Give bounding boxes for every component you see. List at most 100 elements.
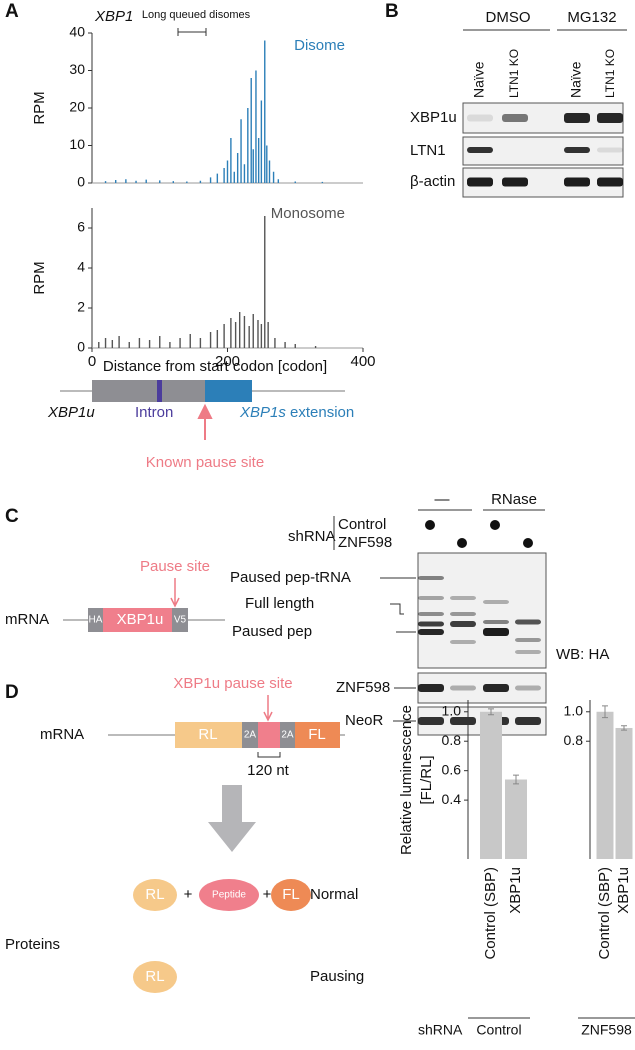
rl-box (175, 722, 242, 748)
band (418, 684, 444, 692)
spike (145, 179, 147, 183)
blot-frame (462, 102, 624, 134)
spike (209, 332, 212, 348)
spike (243, 164, 246, 183)
y-tick-label: 20 (69, 99, 85, 115)
panel-label: D (5, 682, 19, 703)
spike (294, 181, 296, 183)
spike (199, 338, 202, 348)
schematic-gene: XBP1u (47, 404, 95, 421)
bar (505, 779, 527, 859)
spike (159, 336, 161, 348)
band (502, 114, 528, 122)
lane-label: LTN1 KO (507, 49, 521, 98)
band (450, 612, 476, 616)
spike (255, 70, 257, 183)
band-label: Full length (245, 595, 314, 612)
y-tick-label: 0.8 (564, 732, 584, 748)
band (450, 640, 476, 644)
spike (226, 160, 229, 183)
fl-box (295, 722, 340, 748)
shrna-label: shRNA (418, 1022, 463, 1038)
spike (267, 322, 269, 348)
spike (230, 318, 232, 348)
y-tick-label: 0 (77, 339, 85, 355)
blot-c (417, 552, 547, 736)
spike (260, 100, 263, 183)
2a-box (280, 722, 295, 748)
extension (205, 380, 252, 402)
lane-label: LTN1 KO (603, 49, 617, 98)
y-tick-label: 10 (69, 136, 85, 152)
pause-label: Pause site (140, 558, 210, 575)
bracket-label: Long queued disomes (142, 9, 251, 21)
band (564, 113, 590, 123)
spike (98, 342, 100, 348)
band (467, 147, 493, 153)
pause-arrow (197, 403, 213, 440)
spike (264, 216, 266, 348)
spacing-label: 120 nt (247, 762, 290, 779)
protein-label: RL (145, 886, 164, 903)
band (515, 685, 541, 691)
y-axis-label: [FL/RL] (418, 755, 435, 804)
x-axis-label: Distance from start codon [codon] (103, 358, 327, 375)
spike (230, 138, 232, 183)
spike (111, 340, 114, 348)
plus: + (263, 886, 272, 903)
protein (133, 961, 177, 993)
y-tick-label: 6 (77, 219, 85, 235)
band (515, 638, 541, 642)
spike (104, 338, 107, 348)
spike (172, 181, 174, 183)
spike (104, 181, 107, 183)
error-bar (621, 725, 627, 731)
row-label: β-actin (410, 173, 455, 190)
spike (148, 340, 151, 348)
gene-name: XBP1 (94, 8, 133, 25)
proteins-label: Proteins (5, 936, 60, 953)
error-bar (513, 774, 519, 785)
pause-arrow (263, 695, 273, 722)
spike (209, 177, 212, 183)
intron-label: Intron (135, 404, 173, 421)
tag-label: HA (89, 615, 103, 626)
y-tick-label: 0.8 (442, 732, 462, 748)
shrna: Control (338, 516, 386, 533)
y-tick-label: 1.0 (564, 702, 584, 718)
band (450, 717, 476, 725)
bar (596, 711, 614, 859)
band (450, 685, 476, 691)
orf-label: XBP1u (117, 611, 164, 628)
x-tick-label: 200 (215, 353, 240, 370)
segment-label: 2A (244, 730, 257, 741)
spike (314, 346, 317, 348)
spike (272, 171, 275, 183)
spike (159, 180, 161, 183)
spike (252, 314, 254, 348)
band (502, 177, 528, 187)
wb-label: WB: HA (556, 646, 609, 663)
spike (179, 338, 181, 348)
lane-dot (523, 538, 533, 548)
spike (233, 171, 235, 183)
band (597, 113, 623, 123)
tag-label: V5 (174, 615, 187, 626)
x-tick-label: XBP1u (615, 867, 632, 914)
x-tick-label: 400 (350, 353, 375, 370)
band (450, 596, 476, 600)
band (515, 619, 541, 625)
condition: DMSO (486, 9, 531, 26)
spike (115, 180, 117, 183)
band (418, 612, 444, 616)
y-axis-label: RPM (31, 91, 48, 124)
y-tick-label: 0.4 (442, 791, 462, 807)
y-tick-label: 40 (69, 24, 85, 40)
panel-label: A (5, 1, 19, 22)
spike (216, 330, 219, 348)
lane-dot (425, 520, 435, 530)
protein (199, 879, 259, 911)
row-label: XBP1u (410, 109, 457, 126)
pause-label: XBP1u pause site (173, 675, 292, 692)
band (515, 717, 541, 725)
